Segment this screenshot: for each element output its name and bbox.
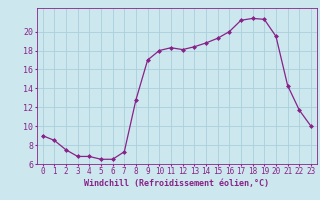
X-axis label: Windchill (Refroidissement éolien,°C): Windchill (Refroidissement éolien,°C) [84,179,269,188]
